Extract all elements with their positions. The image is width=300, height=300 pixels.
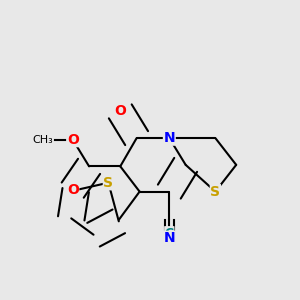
Text: S: S bbox=[210, 184, 220, 199]
Text: O: O bbox=[114, 104, 126, 118]
Text: N: N bbox=[164, 231, 175, 245]
Text: O: O bbox=[67, 133, 79, 147]
Text: S: S bbox=[103, 176, 113, 190]
Text: O: O bbox=[67, 183, 79, 197]
Text: CH₃: CH₃ bbox=[33, 135, 53, 145]
Text: N: N bbox=[164, 131, 175, 145]
Text: C: C bbox=[165, 227, 174, 240]
